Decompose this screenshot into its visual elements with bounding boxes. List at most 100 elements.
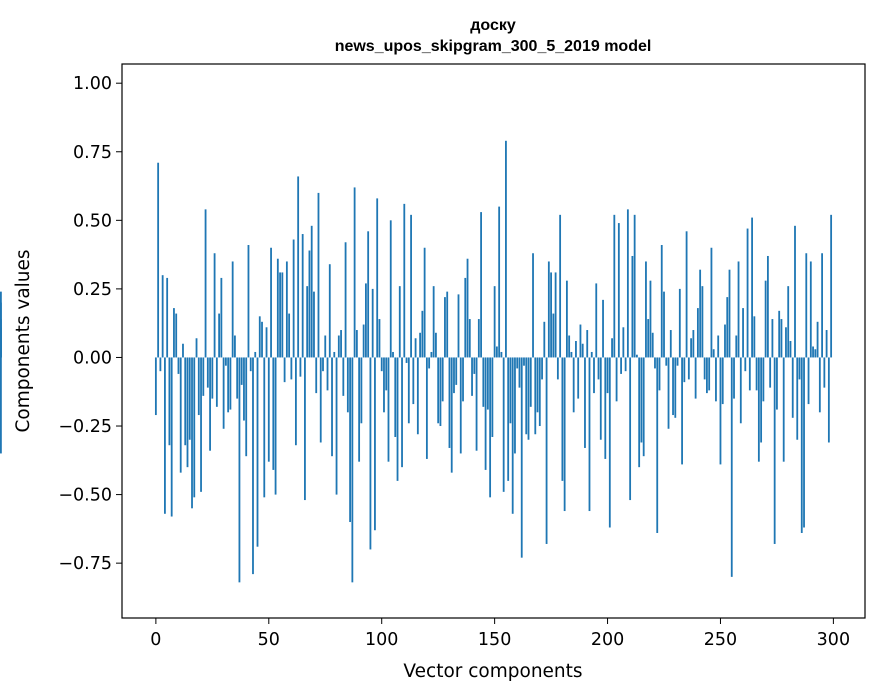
- plot-frame: [121, 63, 866, 619]
- bar-component-262: [746, 228, 749, 358]
- bar-component-158: [511, 357, 514, 514]
- bar-component-164: [525, 357, 528, 435]
- bar-component-155: [505, 140, 507, 358]
- bar-component-203: [613, 214, 616, 358]
- bar-component-82: [340, 330, 342, 358]
- bar-component-47: [261, 321, 263, 358]
- bar-component-236: [687, 357, 690, 380]
- x-axis-ticks: 0 50 100 150 200 250 300: [150, 618, 850, 650]
- bar-component-129: [446, 291, 449, 358]
- bar-component-209: [626, 209, 629, 358]
- bar-component-52: [272, 357, 275, 470]
- bar-component-228: [669, 330, 672, 358]
- bar-component-212: [633, 214, 636, 358]
- bar-component-227: [667, 357, 670, 429]
- bar-component-126: [439, 357, 442, 427]
- bar-component-105: [392, 351, 394, 358]
- bar-component-153: [500, 351, 503, 358]
- bar-component-190: [584, 357, 586, 448]
- bar-component-284: [796, 357, 799, 440]
- bar-component-119: [423, 247, 426, 358]
- bar-component-130: [448, 357, 451, 448]
- bar-component-172: [543, 321, 546, 358]
- bar-component-95: [369, 357, 372, 550]
- bar-component-156: [507, 357, 510, 481]
- bar-component-1: [157, 162, 160, 358]
- bar-component-34: [231, 261, 234, 358]
- bar-component-10: [177, 357, 180, 374]
- bar-component-264: [751, 217, 753, 358]
- bar-component-240: [696, 308, 699, 358]
- bar-component-102: [385, 357, 388, 391]
- bar-component-166: [529, 357, 532, 407]
- bar-component-65: [301, 234, 304, 358]
- bar-component-290: [809, 261, 812, 358]
- bar-component-25: [211, 357, 214, 399]
- bar-component-49: [265, 327, 268, 358]
- bar-component-17: [193, 357, 196, 498]
- x-tick-label: 150: [478, 630, 511, 650]
- bar-component-13: [184, 357, 187, 446]
- bar-component-138: [466, 258, 469, 358]
- bar-component-41: [247, 245, 250, 358]
- x-tick-label: 300: [817, 630, 850, 650]
- bar-component-42: [249, 357, 252, 372]
- bar-component-100: [380, 357, 383, 372]
- bar-component-24: [209, 357, 211, 451]
- bar-component-211: [631, 255, 634, 358]
- bar-component-147: [486, 357, 489, 410]
- bar-component-116: [416, 357, 419, 435]
- bar-component-99: [378, 319, 381, 358]
- y-tick-label: 0.00: [73, 348, 112, 368]
- bar-component-174: [547, 261, 550, 358]
- bar-component-64: [299, 357, 302, 377]
- bar-component-2: [159, 357, 162, 372]
- bar-component-280: [787, 286, 790, 358]
- bar-component-127: [441, 357, 444, 402]
- bar-component-244: [706, 357, 708, 394]
- bar-component-62: [294, 357, 297, 446]
- bar-component-192: [588, 357, 591, 512]
- bar-component-169: [536, 357, 539, 413]
- bar-component-7: [170, 357, 173, 517]
- bar-component-14: [186, 357, 189, 468]
- bar-component-28: [218, 313, 221, 358]
- bar-component-87: [351, 357, 354, 583]
- bar-component-206: [620, 357, 622, 374]
- y-tick-label: 1.00: [73, 74, 112, 94]
- bar-component-267: [757, 357, 760, 462]
- bar-component-282: [791, 357, 794, 418]
- bar-component-3: [161, 275, 164, 358]
- bar-component-230: [674, 357, 677, 418]
- bar-component-223: [658, 357, 661, 391]
- bar-component-132: [453, 357, 455, 394]
- bar-component-83: [342, 357, 345, 396]
- bar-component-261: [744, 357, 747, 372]
- bar-component-93: [365, 283, 367, 358]
- bar-component-39: [243, 357, 245, 421]
- x-tick-label: 100: [365, 630, 398, 650]
- bar-component-69: [310, 225, 313, 358]
- bar-component-18: [195, 338, 198, 358]
- bar-component-16: [191, 357, 193, 509]
- bar-component-53: [274, 357, 277, 495]
- bar-component-137: [464, 277, 467, 358]
- bar-component-98: [376, 198, 379, 358]
- bar-component-235: [685, 231, 688, 358]
- bar-component-55: [279, 272, 281, 358]
- bar-component-145: [482, 357, 485, 407]
- bar-component-297: [825, 330, 828, 358]
- bar-component-6: [168, 357, 171, 446]
- bar-component-92: [362, 324, 365, 358]
- bar-component-26: [213, 253, 216, 358]
- bar-component-208: [624, 357, 627, 372]
- bar-component-234: [683, 357, 686, 383]
- bar-component-139: [468, 319, 471, 358]
- bar-component-195: [595, 283, 598, 358]
- bar-component-12: [182, 343, 184, 358]
- bars-group: [0, 140, 833, 583]
- bar-component-61: [292, 239, 295, 358]
- bar-component-124: [435, 332, 437, 358]
- bar-component-58: [285, 261, 288, 358]
